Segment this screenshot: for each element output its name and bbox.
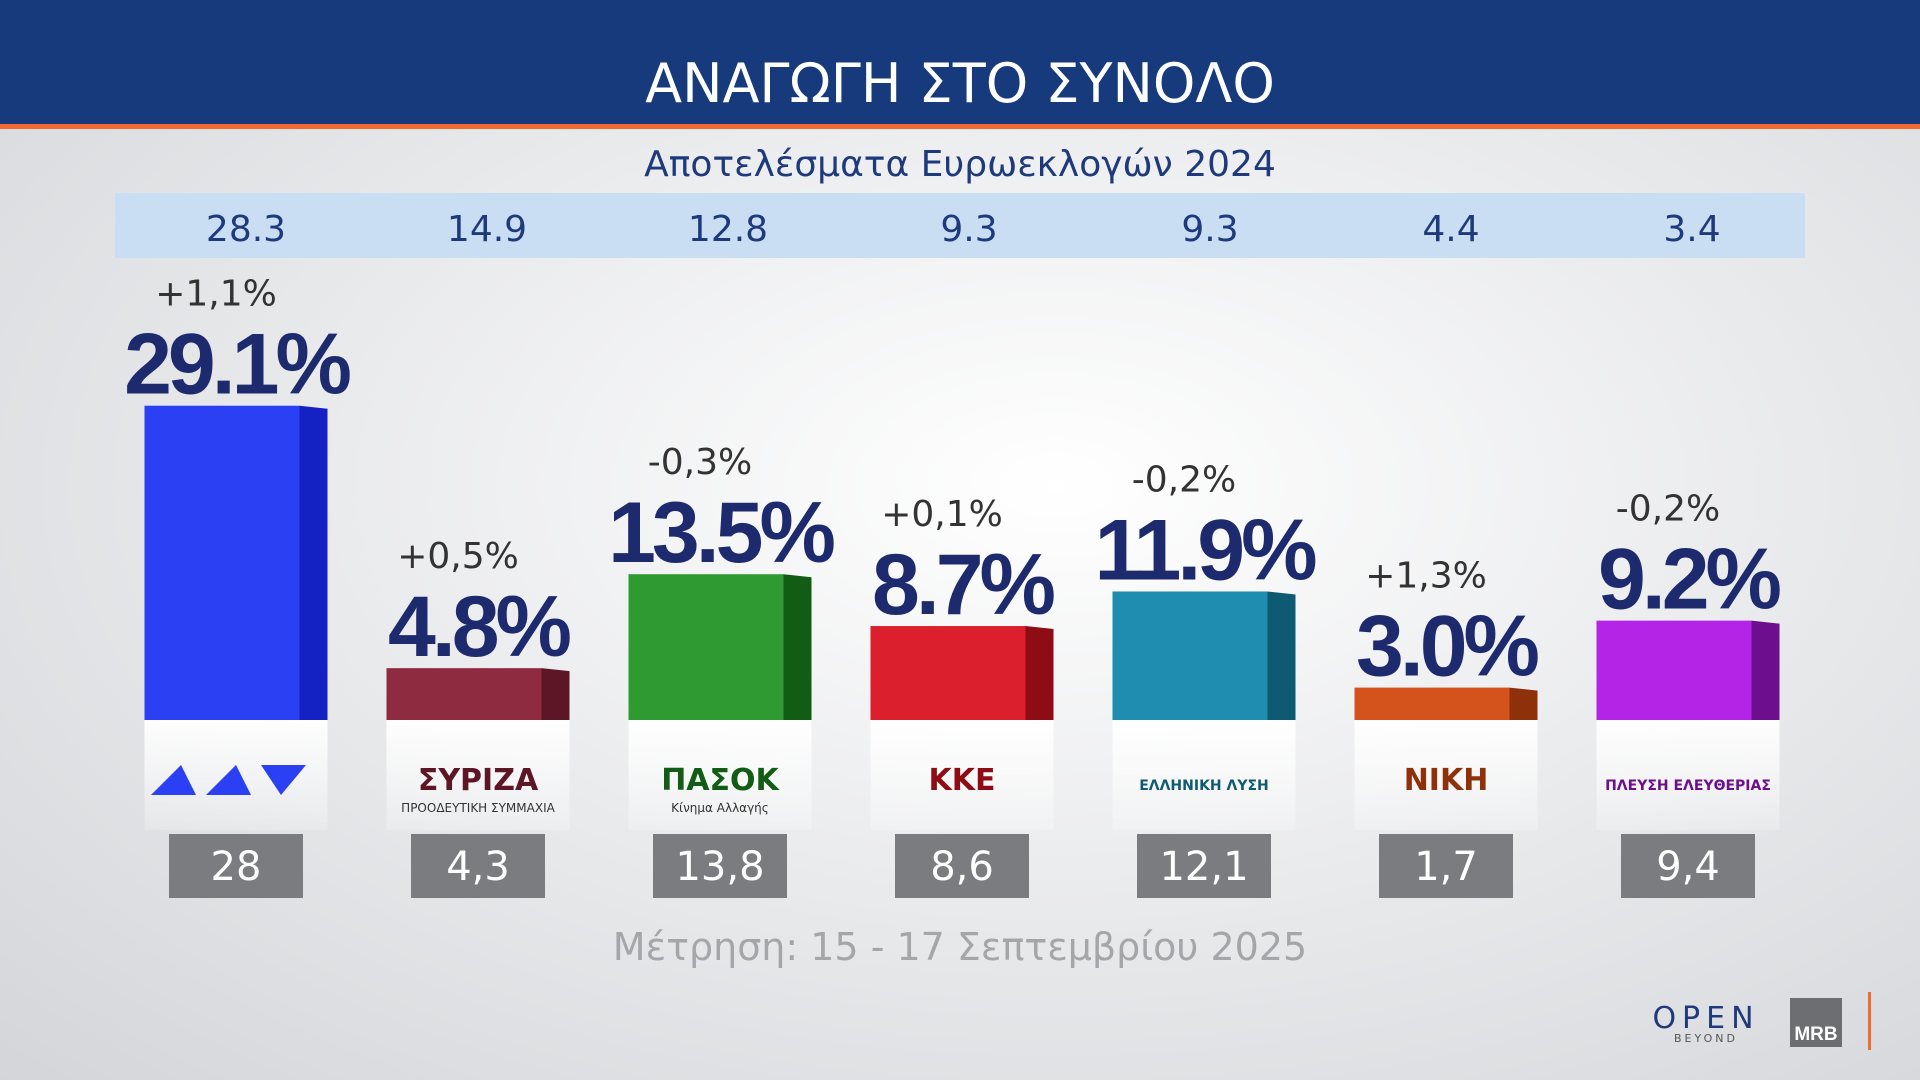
- change-label: +0,5%: [397, 536, 519, 577]
- euro-strip: [115, 193, 1805, 258]
- brand-channel: OPEN: [1652, 1001, 1759, 1036]
- party-logo: [261, 765, 306, 795]
- bar-side: [783, 574, 812, 720]
- title: ΑΝΑΓΩΓΗ ΣΤΟ ΣΥΝΟΛΟ: [645, 52, 1275, 115]
- previous-value: 13,8: [675, 844, 764, 890]
- euro-value: 9.3: [1181, 209, 1238, 250]
- value-label: 3.0%: [1356, 599, 1539, 695]
- value-label: 29.1%: [124, 317, 350, 413]
- bar: [628, 574, 784, 720]
- subtitle: Αποτελέσματα Ευρωεκλογών 2024: [644, 144, 1276, 185]
- previous-value: 9,4: [1656, 844, 1720, 890]
- party-logo-subtext: Κίνημα Αλλαγής: [671, 801, 769, 815]
- previous-box: [411, 834, 545, 898]
- previous-box: [895, 834, 1029, 898]
- value-label: 11.9%: [1094, 502, 1316, 598]
- brand-pollster: MRB: [1794, 1024, 1837, 1045]
- change-label: -0,3%: [648, 442, 752, 483]
- bar-side: [541, 668, 570, 720]
- change-label: +1,1%: [155, 274, 277, 315]
- party-logo-subtext: ΠΡΟΟΔΕΥΤΙΚΗ ΣΥΜΜΑΧΙΑ: [401, 801, 555, 815]
- bar-side: [1751, 620, 1780, 720]
- note: Μέτρηση: 15 - 17 Σεπτεμβρίου 2025: [613, 925, 1307, 969]
- party-logo: [151, 765, 196, 795]
- bar-reflection: [386, 720, 570, 830]
- bar-reflection: [628, 720, 812, 830]
- party-logo-text: ΠΛΕΥΣΗ ΕΛΕΥΘΕΡΙΑΣ: [1605, 778, 1771, 794]
- euro-value: 12.8: [688, 209, 768, 250]
- brand-divider: [1868, 992, 1871, 1050]
- bar-side: [1267, 591, 1296, 720]
- previous-box: [169, 834, 303, 898]
- value-label: 13.5%: [608, 485, 834, 581]
- bar: [144, 405, 300, 720]
- previous-box: [653, 834, 787, 898]
- change-label: +0,1%: [881, 494, 1003, 535]
- change-label: -0,2%: [1616, 489, 1720, 530]
- previous-box: [1379, 834, 1513, 898]
- change-label: +1,3%: [1365, 556, 1487, 597]
- pollster-box: [1790, 998, 1842, 1047]
- previous-value: 1,7: [1414, 844, 1478, 890]
- party-logo-text: ΣΥΡΙΖΑ: [418, 763, 539, 798]
- euro-value: 14.9: [447, 209, 527, 250]
- bar-reflection: [870, 720, 1054, 830]
- bar: [870, 626, 1026, 720]
- previous-box: [1621, 834, 1755, 898]
- bar-side: [1509, 687, 1538, 720]
- bar: [1596, 620, 1752, 720]
- bar: [1354, 687, 1510, 720]
- brand-tagline: BEYOND: [1674, 1032, 1738, 1045]
- party-logo-text: ΠΑΣΟΚ: [661, 763, 780, 798]
- bar-side: [299, 405, 328, 720]
- euro-value: 9.3: [940, 209, 997, 250]
- party-logo-text: ΕΛΛΗΝΙΚΗ ΛΥΣΗ: [1139, 778, 1269, 794]
- previous-value: 12,1: [1159, 844, 1248, 890]
- party-logo: [206, 765, 251, 795]
- bar: [1112, 591, 1268, 720]
- change-label: -0,2%: [1132, 459, 1236, 500]
- previous-value: 4,3: [446, 844, 510, 890]
- euro-value: 4.4: [1422, 209, 1479, 250]
- value-label: 9.2%: [1598, 532, 1781, 628]
- value-label: 4.8%: [388, 579, 571, 675]
- bar-side: [1025, 626, 1054, 720]
- party-logo-text: ΝΙΚΗ: [1404, 763, 1489, 798]
- header-stripe: [0, 124, 1920, 129]
- previous-value: 28: [211, 844, 262, 890]
- euro-value: 3.4: [1663, 209, 1720, 250]
- bar: [386, 668, 542, 720]
- previous-value: 8,6: [930, 844, 994, 890]
- bar-reflection: [1112, 720, 1296, 830]
- header-band: [0, 0, 1920, 125]
- euro-value: 28.3: [206, 209, 286, 250]
- value-label: 8.7%: [872, 537, 1055, 633]
- previous-box: [1137, 834, 1271, 898]
- party-logo-text: ΚΚΕ: [929, 763, 996, 798]
- bar-reflection: [1596, 720, 1780, 830]
- bar-reflection: [1354, 720, 1538, 830]
